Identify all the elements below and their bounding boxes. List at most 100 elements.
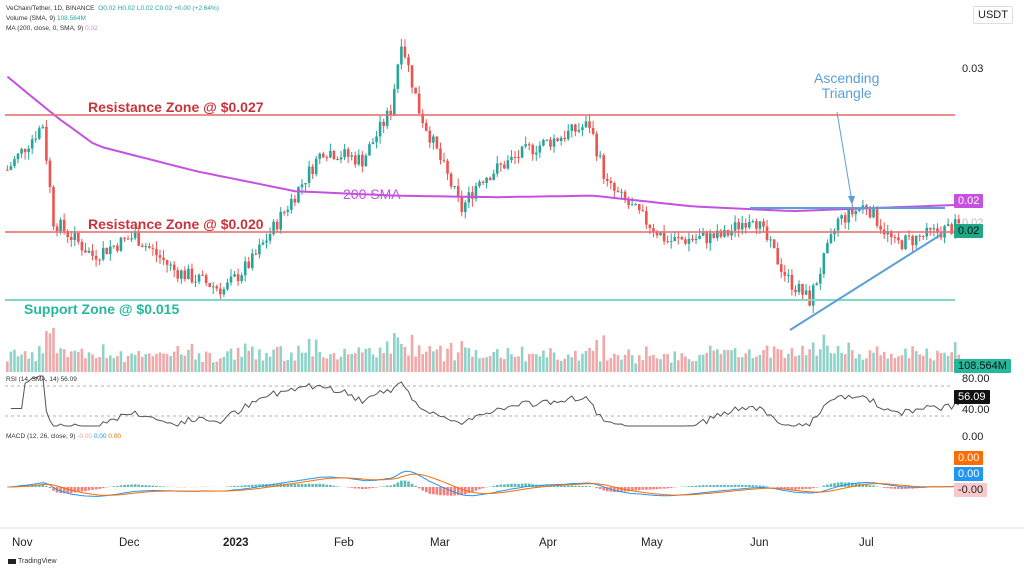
candle-body: [407, 57, 410, 66]
candle-body: [801, 283, 804, 295]
candle-body: [318, 153, 322, 159]
volume-bar: [361, 352, 364, 372]
macd-histogram-bar: [545, 484, 549, 487]
macd-histogram-bar: [375, 487, 378, 488]
candle-body: [201, 274, 204, 276]
volume-bar: [652, 354, 655, 372]
candle-body: [52, 187, 55, 227]
volume-bar: [208, 352, 211, 372]
candle-body: [744, 222, 748, 228]
volume-bar: [914, 351, 918, 372]
candle-body: [219, 288, 222, 295]
volume-bar: [790, 348, 794, 372]
macd-histogram-bar: [77, 487, 80, 492]
macd-histogram-bar: [634, 487, 637, 491]
volume-bar: [293, 360, 297, 372]
volume-bar: [169, 355, 172, 372]
macd-histogram-bar: [45, 485, 48, 487]
candle-body: [378, 121, 382, 137]
volume-bar: [403, 346, 407, 372]
volume-bar: [740, 357, 744, 372]
volume-bar: [833, 353, 836, 372]
macd-histogram-bar: [520, 483, 524, 487]
macd-histogram-bar: [904, 487, 907, 489]
candle-body: [765, 226, 769, 240]
ma-legend: MA (200, close, 0, SMA, 9) 0.02: [6, 25, 98, 32]
currency-button[interactable]: USDT: [973, 6, 1013, 24]
candle-body: [144, 246, 148, 248]
volume-bar: [432, 351, 435, 372]
volume-bar: [733, 348, 737, 372]
volume-bar: [566, 354, 570, 372]
macd-histogram-bar: [808, 487, 811, 489]
open-value: O0.02: [98, 5, 116, 12]
tradingview-logo-text: TradingView: [18, 558, 57, 565]
triangle-arrow: [836, 111, 853, 203]
candle-body: [194, 281, 197, 283]
volume-bar: [247, 350, 251, 372]
volume-bar: [513, 356, 517, 372]
symbol-name: VeChain/Tether, 1D, BINANCE: [6, 5, 95, 12]
tradingview-logo[interactable]: TradingView: [8, 558, 57, 565]
candle-body: [23, 148, 27, 153]
candle-body: [858, 209, 861, 211]
volume-bar: [9, 351, 13, 372]
candle-body: [172, 264, 176, 271]
macd-histogram-bar: [133, 484, 137, 487]
rsi-tick-40: 40.00: [962, 404, 990, 416]
volume-bar: [520, 346, 524, 372]
macd-histogram-bar: [733, 484, 737, 487]
candle-body: [311, 166, 314, 175]
candle-body: [45, 126, 48, 161]
candle-body: [524, 144, 527, 147]
macd-histogram-bar: [737, 484, 740, 487]
macd-histogram-bar: [474, 487, 478, 491]
candle-body: [879, 225, 882, 230]
volume-bar: [172, 351, 176, 372]
time-label-feb: Feb: [334, 537, 354, 549]
macd-histogram-bar: [361, 487, 364, 490]
candle-body: [542, 139, 545, 146]
volume-bar: [66, 357, 69, 372]
macd-histogram-bar: [882, 487, 886, 488]
volume-bar: [91, 354, 94, 372]
volume-bar: [669, 362, 673, 372]
candle-body: [559, 137, 563, 141]
macd-histogram-bar: [332, 485, 336, 487]
candle-body: [464, 202, 467, 212]
candle-body: [325, 157, 329, 159]
candle-body: [449, 173, 453, 187]
macd-histogram-bar: [588, 486, 591, 487]
macd-histogram-bar: [311, 484, 314, 487]
candle-body: [737, 222, 740, 230]
volume-bar: [417, 345, 421, 372]
candle-body: [637, 204, 641, 211]
candle-body: [627, 199, 630, 206]
candle-body: [701, 232, 705, 236]
candle-body: [410, 65, 414, 88]
macd-histogram-bar: [606, 487, 609, 492]
candle-body: [691, 238, 694, 241]
volume-bar: [453, 360, 456, 372]
candle-body: [251, 253, 254, 268]
candle-body: [417, 93, 421, 114]
macd-value: 0.00: [93, 433, 107, 440]
candle-body: [91, 250, 94, 256]
candle-body: [545, 139, 549, 141]
volume-bar: [254, 359, 258, 372]
candle-body: [279, 211, 282, 230]
candle-body: [677, 237, 680, 239]
candle-body: [243, 261, 247, 276]
candle-body: [158, 255, 162, 258]
volume-bar: [779, 349, 783, 372]
macd-histogram-bar: [389, 485, 393, 487]
volume-bar: [297, 345, 300, 372]
macd-histogram-bar: [659, 487, 662, 489]
volume-bar: [339, 356, 343, 372]
candle-body: [6, 169, 9, 171]
candle-body: [804, 290, 808, 295]
volume-bar: [602, 335, 606, 372]
volume-bar: [684, 356, 687, 372]
macd-histogram-bar: [432, 487, 435, 495]
